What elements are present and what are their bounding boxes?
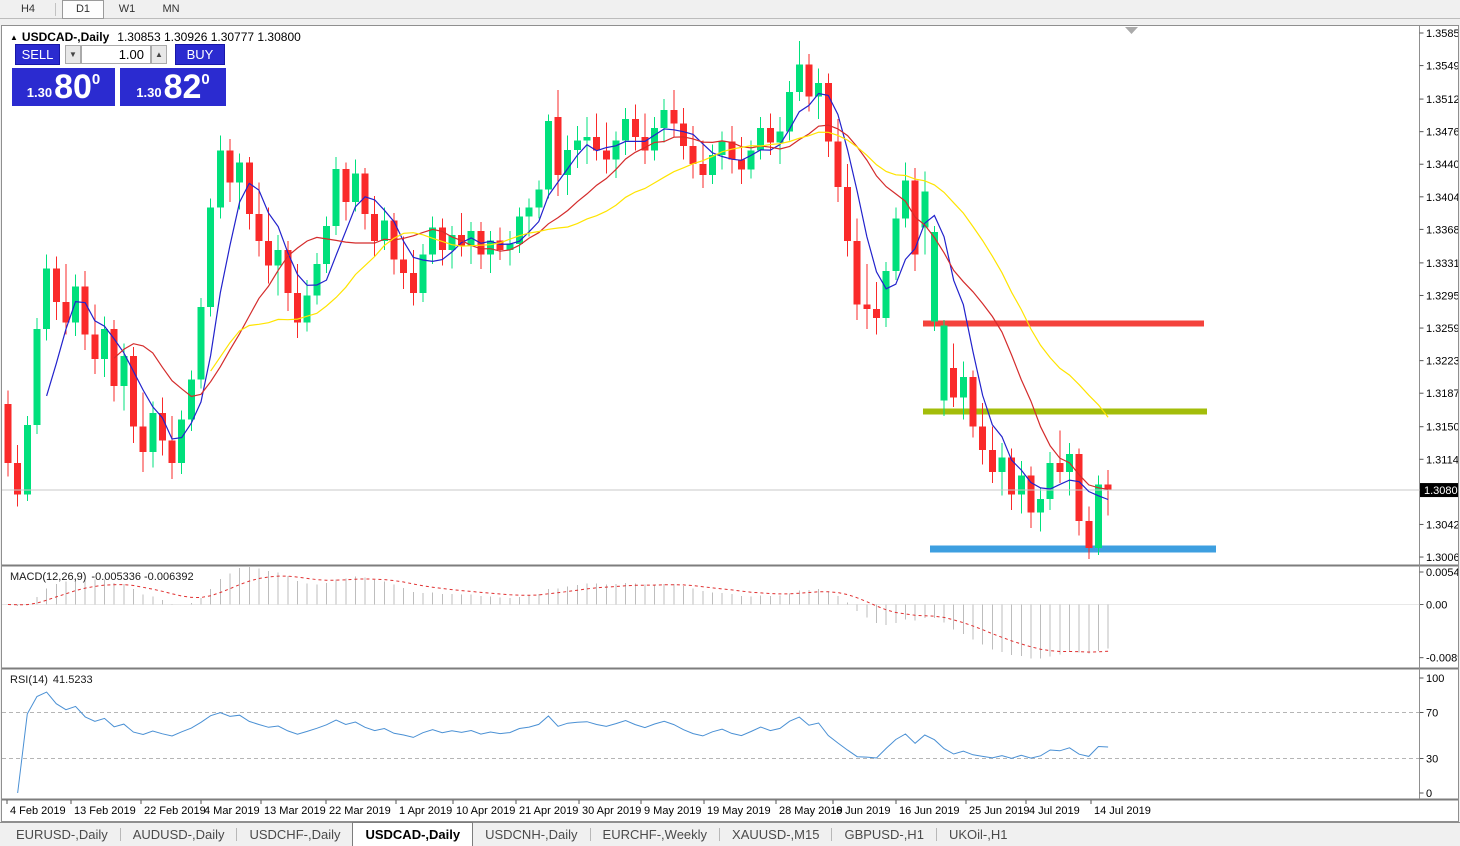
- date-axis-tick: 4 Jul 2019: [1029, 805, 1080, 817]
- collapse-arrow-icon[interactable]: ▲: [10, 33, 18, 42]
- price-axis-tick: 1.32950: [1426, 290, 1458, 302]
- one-click-trade-panel: SELL ▼ ▲ BUY 1.30 80 0 1.30 82 0: [12, 44, 226, 106]
- price-axis-tick: 1.32230: [1426, 356, 1458, 368]
- buy-price-pips: 82: [163, 68, 202, 106]
- date-axis-tick: 4 Feb 2019: [10, 805, 66, 817]
- buy-price-prefix: 1.30: [136, 85, 162, 100]
- date-axis-tick: 25 Jun 2019: [969, 805, 1030, 817]
- macd-axis-tick: 0.005484: [1426, 567, 1458, 579]
- macd-name: MACD(12,26,9): [10, 571, 87, 583]
- current-price-value: 1.30800: [1424, 485, 1458, 497]
- date-axis-tick: 30 Apr 2019: [582, 805, 641, 817]
- date-axis-tick: 13 Feb 2019: [74, 805, 136, 817]
- tab-usdchf-daily[interactable]: USDCHF-,Daily: [249, 827, 341, 842]
- buy-price-point: 0: [201, 71, 210, 88]
- chart-window: 1.35850 1.35490 1.35120 1.34760 1.34400 1.340…: [1, 25, 1459, 822]
- price-axis-tick: 1.30420: [1426, 519, 1458, 531]
- tab-audusd-daily[interactable]: AUDUSD-,Daily: [132, 827, 225, 842]
- chart-canvas[interactable]: 1.35850 1.35490 1.35120 1.34760 1.34400 1.340…: [2, 26, 1458, 821]
- price-axis-tick: 1.35120: [1426, 94, 1458, 106]
- rsi-axis-tick: 100: [1426, 673, 1444, 685]
- date-axis-tick: 22 Feb 2019: [144, 805, 206, 817]
- volume-increase-button[interactable]: ▲: [151, 45, 167, 64]
- timeframe-button-d1[interactable]: D1: [62, 0, 104, 19]
- tab-separator: [719, 828, 721, 841]
- price-axis-tick: 1.32590: [1426, 323, 1458, 335]
- timeframe-toolbar: H4 D1 W1 MN: [0, 0, 1460, 19]
- date-axis-tick: 9 May 2019: [644, 805, 701, 817]
- tab-separator: [831, 828, 833, 841]
- rsi-axis-tick: 0: [1426, 788, 1432, 800]
- price-axis-tick: 1.33310: [1426, 258, 1458, 270]
- tab-xauusd-m15[interactable]: XAUUSD-,M15: [732, 827, 820, 842]
- tab-gbpusd-h1[interactable]: GBPUSD-,H1: [844, 827, 924, 842]
- price-axis-tick: 1.31140: [1426, 454, 1458, 466]
- rsi-name: RSI(14): [10, 674, 48, 686]
- chart-title: ▲ USDCAD-,Daily 1.30853 1.30926 1.30777 1.…: [10, 30, 301, 44]
- macd-axis-tick: -0.008973: [1426, 653, 1458, 665]
- price-axis-tick: 1.34040: [1426, 192, 1458, 204]
- sell-quote-panel[interactable]: 1.30 80 0: [12, 68, 115, 106]
- tab-eurusd-daily[interactable]: EURUSD-,Daily: [16, 827, 108, 842]
- date-axis-tick: 10 Apr 2019: [456, 805, 515, 817]
- date-axis-tick: 6 Jun 2019: [836, 805, 890, 817]
- price-axis-tick: 1.34400: [1426, 159, 1458, 171]
- price-axis-tick: 1.31870: [1426, 388, 1458, 400]
- date-axis-tick: 22 Mar 2019: [329, 805, 391, 817]
- rsi-label: RSI(14) 41.5233: [10, 674, 98, 686]
- rsi-axis-tick: 30: [1426, 754, 1438, 766]
- tab-separator: [589, 828, 591, 841]
- price-axis-tick: 1.35490: [1426, 61, 1458, 73]
- buy-button[interactable]: BUY: [175, 44, 225, 65]
- date-axis-tick: 21 Apr 2019: [519, 805, 578, 817]
- chart-ohlc-values: 1.30853 1.30926 1.30777 1.30800: [117, 30, 301, 44]
- sell-price-point: 0: [91, 71, 101, 88]
- macd-axis-tick: 0.00: [1426, 600, 1447, 612]
- date-axis-tick: 16 Jun 2019: [899, 805, 960, 817]
- price-axis-tick: 1.33680: [1426, 224, 1458, 236]
- price-axis-tick: 1.35850: [1426, 28, 1458, 40]
- tab-eurchf-weekly[interactable]: EURCHF-,Weekly: [602, 827, 708, 842]
- price-axis-tick: 1.31500: [1426, 422, 1458, 434]
- tab-usdcnh-daily[interactable]: USDCNH-,Daily: [485, 827, 578, 842]
- timeframe-button-h4[interactable]: H4: [20, 3, 36, 15]
- date-axis-tick: 13 Mar 2019: [264, 805, 326, 817]
- tab-separator: [119, 828, 121, 841]
- volume-input[interactable]: [81, 45, 151, 64]
- current-price-badge: [1420, 483, 1458, 498]
- buy-quote-panel[interactable]: 1.30 82 0: [120, 68, 226, 106]
- symbol-tab-bar: EURUSD-,Daily AUDUSD-,Daily USDCHF-,Daily U…: [0, 822, 1460, 846]
- macd-label: MACD(12,26,9) -0.005336 -0.006392: [10, 571, 199, 583]
- timeframe-button-w1[interactable]: W1: [118, 3, 136, 15]
- rsi-axis-tick: 70: [1426, 708, 1438, 720]
- tab-separator: [236, 828, 238, 841]
- rsi-value: 41.5233: [52, 674, 93, 686]
- chart-symbol-label: USDCAD-,Daily: [21, 30, 110, 44]
- date-axis-tick: 19 May 2019: [707, 805, 771, 817]
- timeframe-button-mn[interactable]: MN: [162, 3, 180, 15]
- tab-separator: [935, 828, 937, 841]
- tab-usdcad-daily[interactable]: USDCAD-,Daily: [352, 822, 474, 846]
- sell-price-pips: 80: [54, 68, 92, 106]
- macd-values: -0.005336 -0.006392: [91, 571, 194, 583]
- date-axis-tick: 28 May 2019: [779, 805, 843, 817]
- tab-ukoil-h1[interactable]: UKOil-,H1: [948, 827, 1008, 842]
- price-axis-tick: 1.34760: [1426, 127, 1458, 139]
- sell-price-prefix: 1.30: [26, 85, 53, 100]
- date-axis-tick: 1 Apr 2019: [399, 805, 452, 817]
- sell-button[interactable]: SELL: [15, 44, 60, 65]
- date-axis-tick: 4 Mar 2019: [204, 805, 260, 817]
- date-axis-tick: 14 Jul 2019: [1094, 805, 1151, 817]
- toolbar-separator: [55, 2, 56, 16]
- volume-decrease-button[interactable]: ▼: [65, 45, 81, 64]
